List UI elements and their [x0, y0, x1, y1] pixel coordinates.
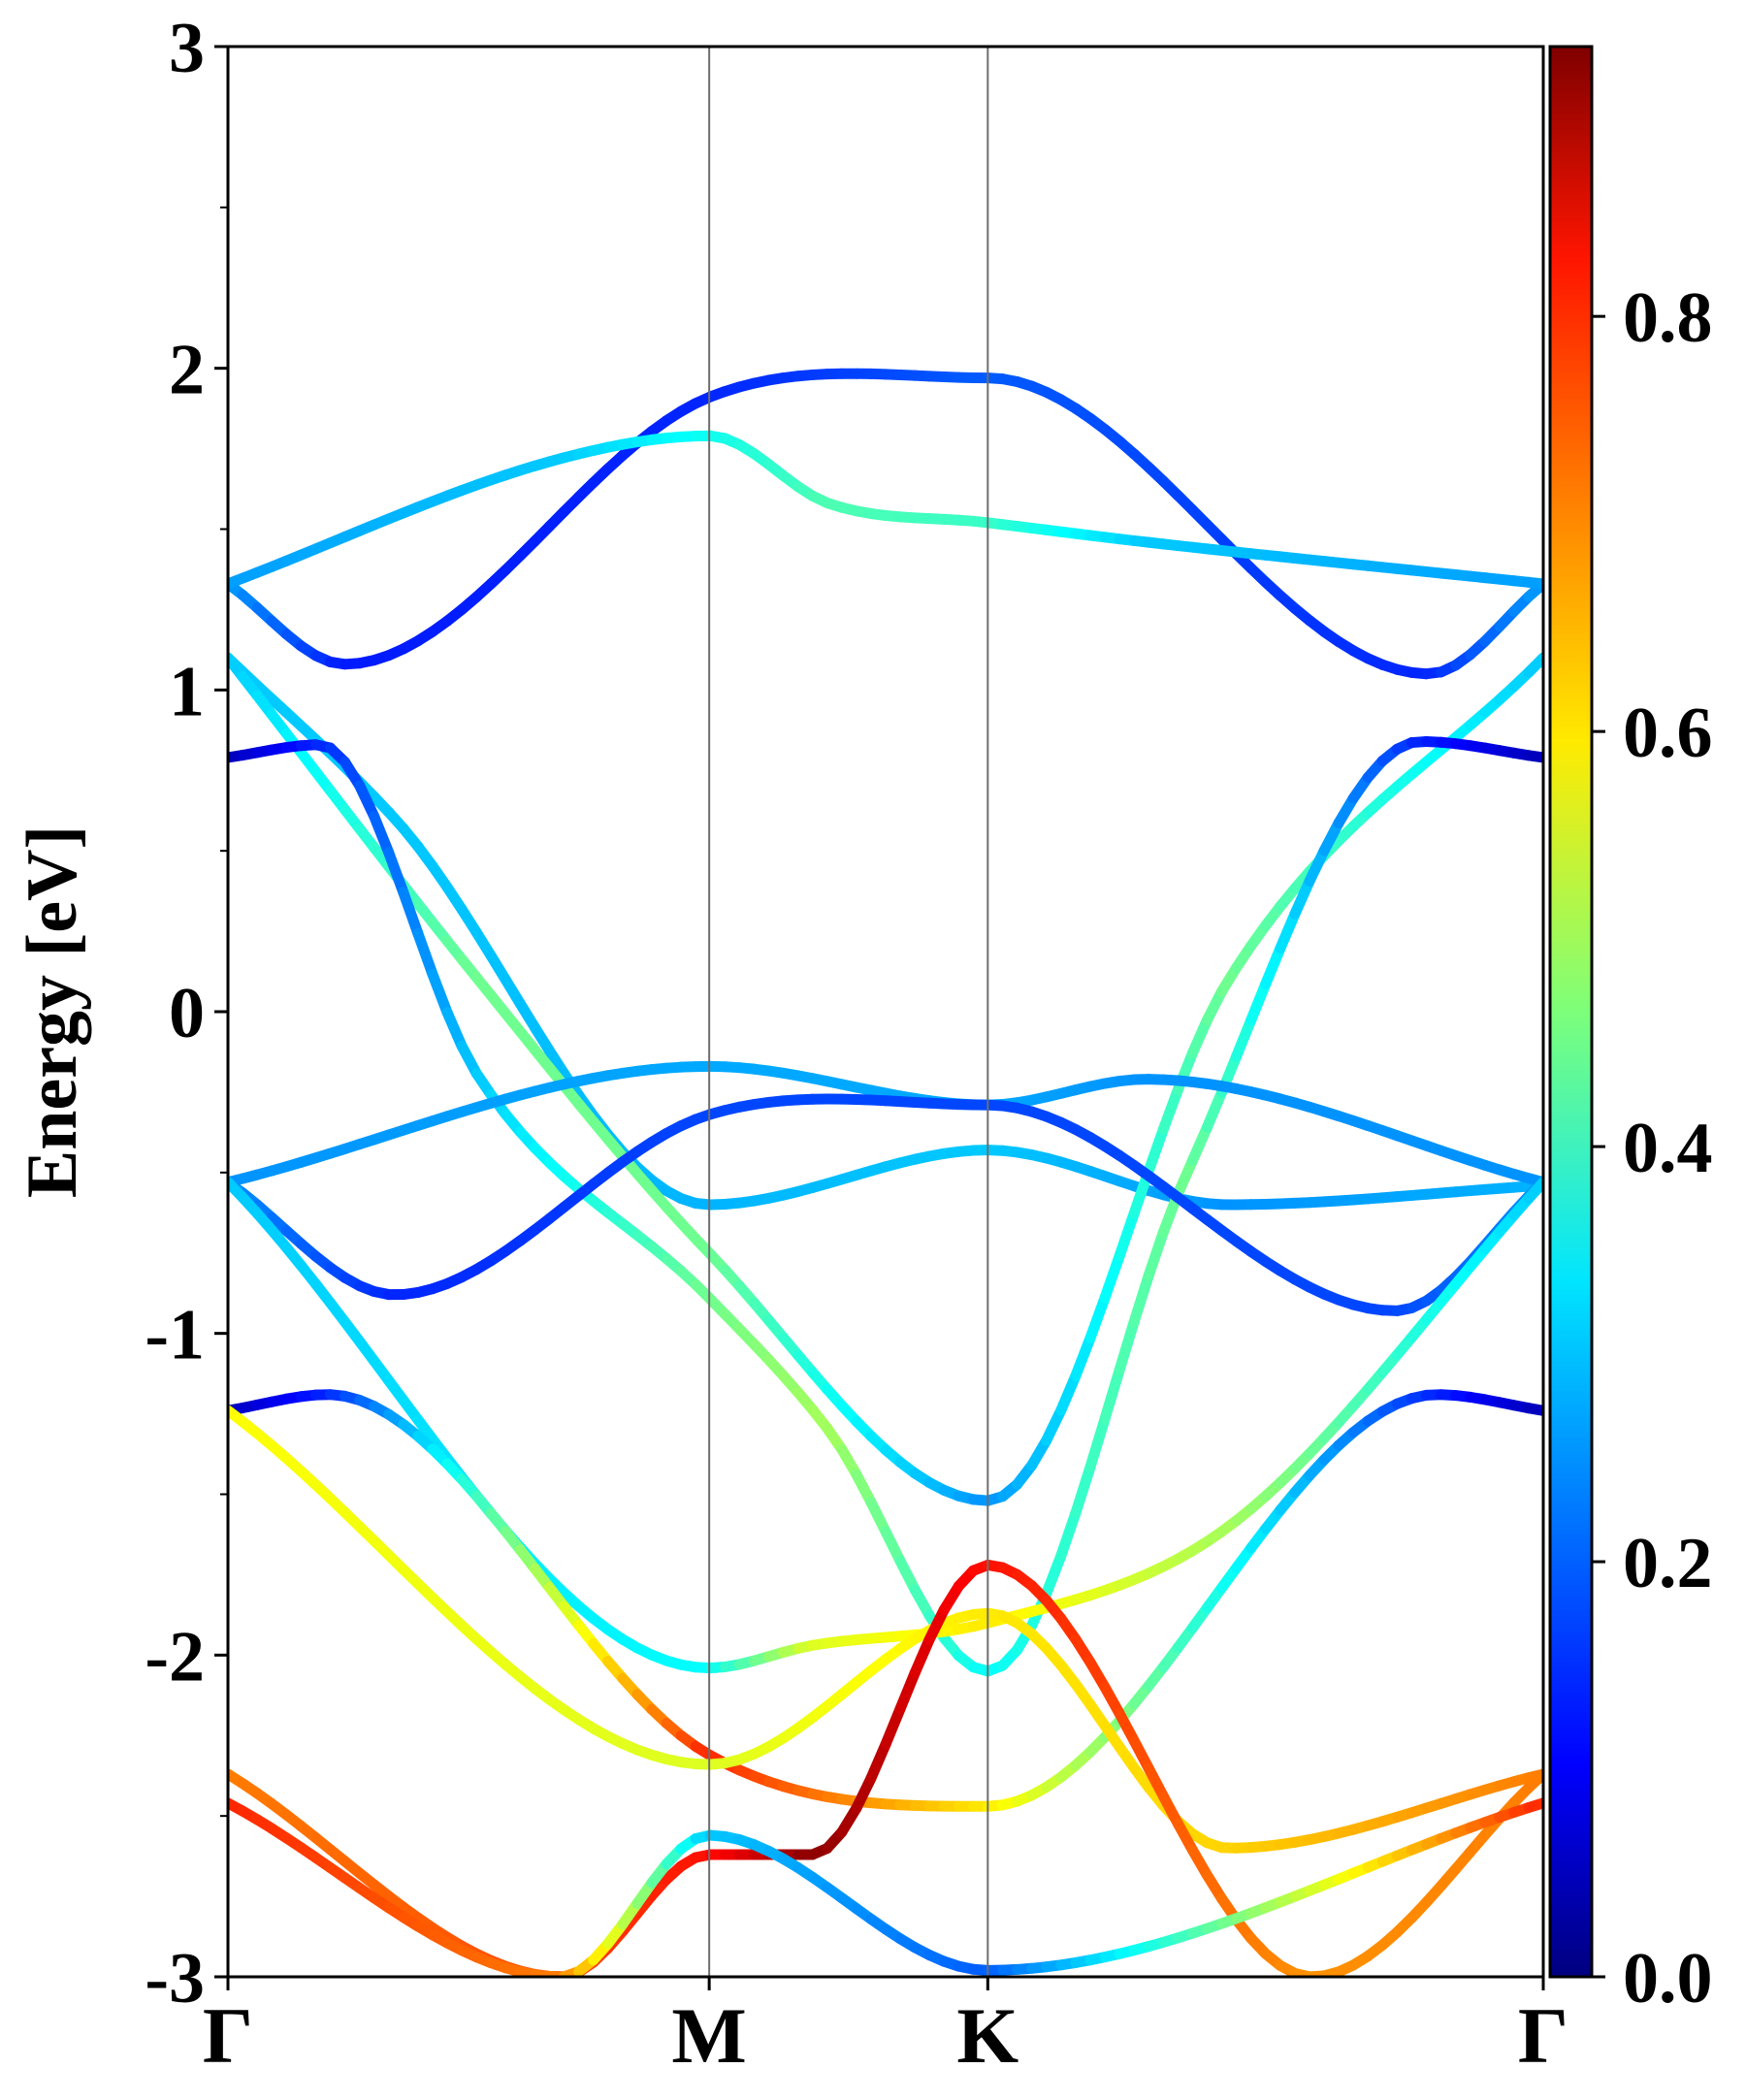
colorbar-tick-label: 0.8	[1623, 278, 1713, 358]
band-segment	[915, 1639, 929, 1673]
band-segment	[1529, 658, 1543, 672]
band-segment	[1105, 1371, 1119, 1419]
band-segment	[1090, 1298, 1105, 1339]
k-point-label: M	[671, 1991, 746, 2080]
colorbar-tick-label: 0.6	[1623, 694, 1713, 773]
y-axis-label: Energy [eV]	[13, 825, 92, 1198]
band-segment	[1280, 914, 1295, 948]
band-11	[228, 1565, 1543, 1976]
band-segment	[1207, 1092, 1221, 1127]
band-segment	[1119, 1322, 1134, 1371]
band-segment	[1076, 1468, 1090, 1513]
y-tick-label: 1	[169, 652, 205, 731]
y-axis: 3 2 1 0 -1 -2 -3	[145, 9, 228, 2019]
y-tick-label: -2	[145, 1617, 205, 1696]
band-segment	[1251, 985, 1266, 1020]
band-segment	[1061, 1376, 1076, 1410]
y-tick-label: 0	[169, 974, 205, 1053]
band-segment	[418, 933, 433, 974]
y-tick-label: -3	[145, 1939, 205, 2019]
band-segment	[1061, 1513, 1076, 1556]
band-segment	[1163, 1090, 1178, 1130]
band-segment	[1148, 1233, 1163, 1276]
y-tick-label: 3	[169, 9, 205, 88]
band-segment	[871, 1744, 886, 1778]
band-2	[228, 436, 1543, 584]
band-segment	[1192, 1020, 1207, 1053]
band-lines	[228, 373, 1543, 1977]
band-4	[228, 658, 1543, 1501]
k-point-label: K	[956, 1991, 1018, 2080]
band-segment	[1090, 1419, 1105, 1468]
band-segment	[447, 1013, 462, 1047]
band-segment	[1105, 1256, 1119, 1298]
band-segment	[1529, 1803, 1543, 1808]
plot-frame	[228, 47, 1543, 1977]
y-tick-label: -1	[145, 1296, 205, 1375]
colorbar-tick-label: 0.4	[1623, 1109, 1713, 1188]
colorbar-tick-label: 0.0	[1623, 1939, 1713, 2019]
band-segment	[389, 853, 404, 892]
band-segment	[900, 1673, 915, 1709]
band-segment	[1134, 1276, 1148, 1322]
band-segment	[1178, 1161, 1192, 1194]
band-segment	[886, 1709, 900, 1745]
y-tick-label: 2	[169, 331, 205, 410]
band-1	[228, 373, 1543, 674]
k-point-label: Γ	[1518, 1991, 1568, 2080]
band-segment	[1529, 582, 1543, 584]
band-segment	[1047, 1556, 1061, 1594]
band-5	[228, 741, 1543, 1670]
colorbar-gradient	[1550, 47, 1592, 1977]
band-10	[228, 1410, 1543, 1848]
band-segment	[1119, 1213, 1134, 1256]
band-segment	[1266, 949, 1280, 985]
band-segment	[1076, 1339, 1090, 1376]
band-segment	[1529, 756, 1543, 758]
band-segment	[1529, 1408, 1543, 1411]
k-point-label: Γ	[203, 1991, 253, 2080]
band-segment	[1237, 1020, 1251, 1056]
band-segment	[433, 974, 447, 1012]
colorbar-tick-label: 0.2	[1623, 1524, 1713, 1603]
band-segment	[1148, 1129, 1163, 1171]
colorbar: 0.0 0.2 0.4 0.6 0.8	[1550, 47, 1713, 2019]
band-segment	[1192, 1127, 1207, 1160]
